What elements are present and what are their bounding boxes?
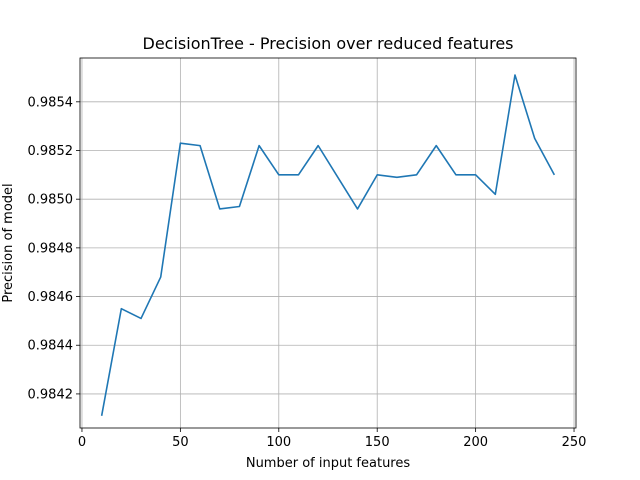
y-tick-label: 0.9848 xyxy=(28,241,74,256)
x-tick-label: 100 xyxy=(266,435,291,450)
x-tick-label: 50 xyxy=(172,435,189,450)
series-layer xyxy=(100,74,556,416)
y-tick-label: 0.9854 xyxy=(28,95,74,110)
x-tick-label: 150 xyxy=(365,435,390,450)
y-tick-label: 0.9852 xyxy=(28,144,74,159)
chart-title: DecisionTree - Precision over reduced fe… xyxy=(143,34,514,53)
x-tick-label: 200 xyxy=(463,435,488,450)
x-tick-label: 250 xyxy=(562,435,587,450)
y-tick-label: 0.9850 xyxy=(28,193,74,208)
plot-area-frame xyxy=(79,57,577,429)
x-axis: 0 50 100 150 200 250 xyxy=(78,428,587,450)
y-tick-label: 0.9844 xyxy=(28,339,74,354)
x-tick-label: 0 xyxy=(78,435,86,450)
y-axis: 0.9842 0.9844 0.9846 0.9848 0.9850 0.9852 0.98… xyxy=(28,95,80,402)
series-line xyxy=(100,74,556,416)
y-tick-label: 0.9842 xyxy=(28,387,74,402)
grid-lines xyxy=(80,58,576,428)
x-axis-label: Number of input features xyxy=(246,456,411,471)
y-tick-label: 0.9846 xyxy=(28,290,74,305)
y-axis-label: Precision of model xyxy=(1,183,16,302)
